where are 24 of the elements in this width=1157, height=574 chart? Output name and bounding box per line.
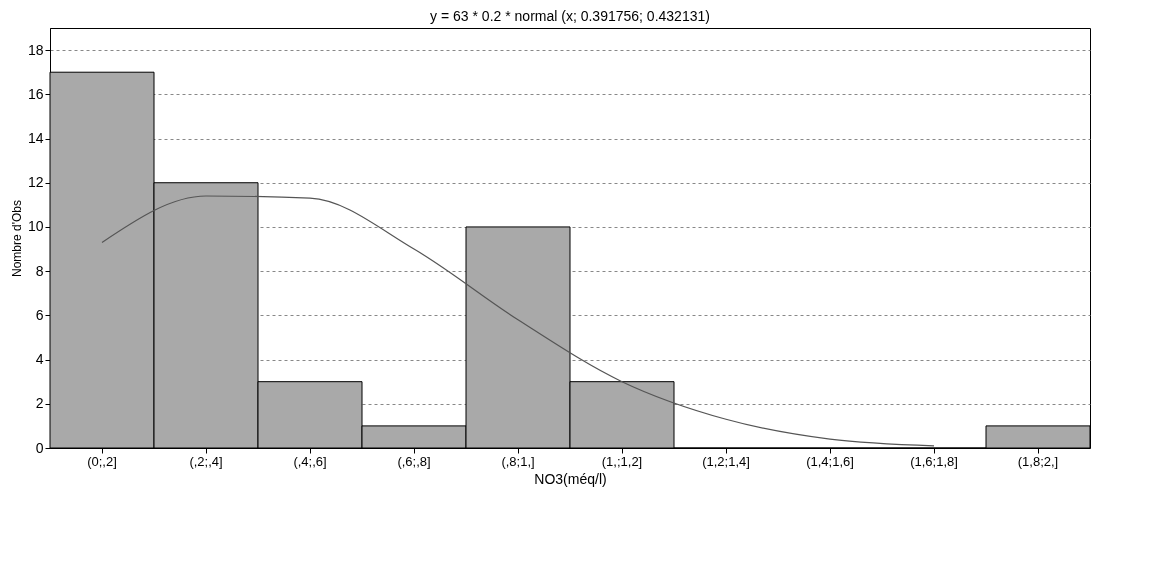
y-tick-label: 0 bbox=[35, 439, 44, 456]
chart-title: y = 63 * 0.2 * normal (x; 0.391756; 0.432131) bbox=[430, 8, 710, 24]
x-tick-label: (,8;1,] bbox=[501, 453, 535, 469]
y-tick-label: 14 bbox=[27, 130, 44, 147]
x-tick-label: (,4;,6] bbox=[293, 453, 327, 469]
y-axis-title: Nombre d'Obs bbox=[9, 200, 24, 277]
line-series bbox=[101, 195, 935, 447]
x-tick-label: (1,4;1,6] bbox=[806, 453, 854, 469]
x-tick-label: (1,6;1,8] bbox=[910, 453, 958, 469]
y-tick-label: 4 bbox=[35, 351, 44, 368]
x-tick-label: (,2;,4] bbox=[189, 453, 223, 469]
y-tick-label: 2 bbox=[35, 395, 44, 412]
x-tick-label: (0;,2] bbox=[87, 453, 117, 469]
y-tick-label: 6 bbox=[35, 306, 44, 323]
x-axis-title: NO3(méq/l) bbox=[534, 470, 607, 487]
x-tick-label: (1,;1,2] bbox=[601, 453, 643, 469]
x-tick-label: (,6;,8] bbox=[397, 453, 431, 469]
x-tick-label: (1,8;2,] bbox=[1017, 453, 1059, 469]
y-tick-label: 8 bbox=[35, 262, 44, 279]
y-tick-label: 10 bbox=[27, 218, 44, 235]
x-tick-label: (1,2;1,4] bbox=[702, 453, 750, 469]
y-tick-label: 16 bbox=[27, 85, 44, 102]
y-tick-label: 12 bbox=[27, 174, 44, 191]
y-tick-label: 18 bbox=[27, 41, 44, 58]
